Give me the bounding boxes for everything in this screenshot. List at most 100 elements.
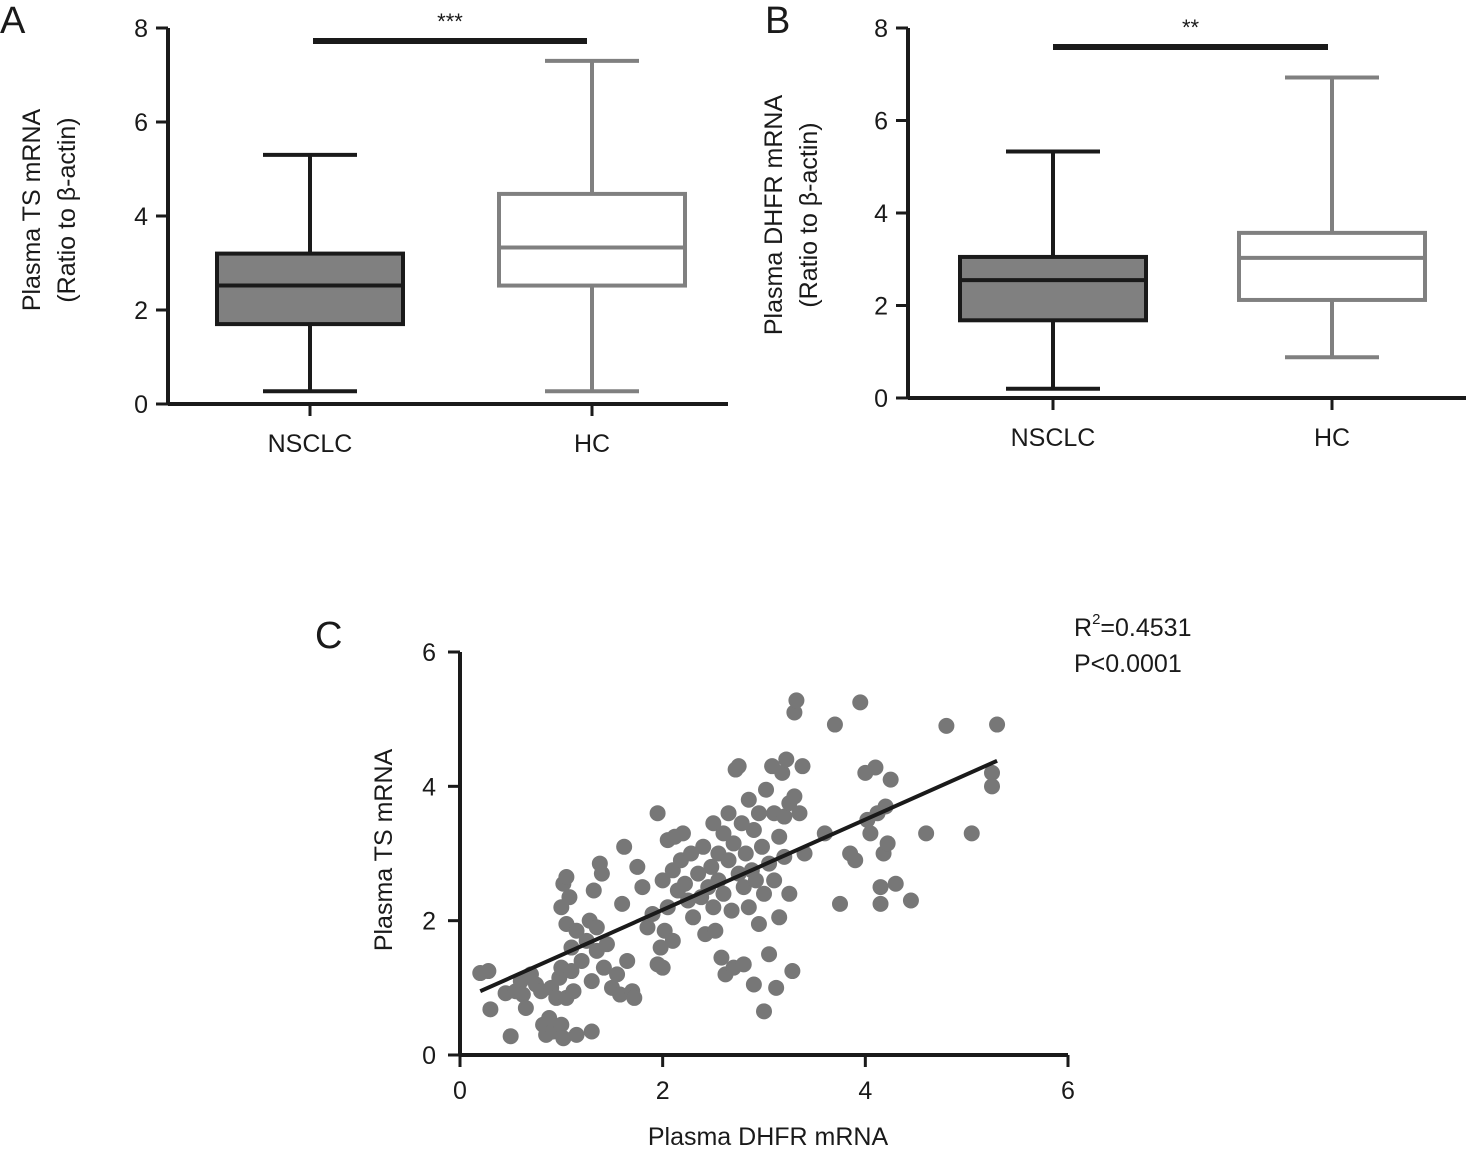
panel-b-plot-area: 0 2 4 6 8 NSCLC HC ** [874, 15, 1466, 452]
scatter-point [705, 815, 722, 832]
scatter-point [918, 825, 935, 842]
scatter-point [674, 825, 691, 842]
y-tick-label: 4 [134, 203, 148, 231]
r2-superscript: 2 [1092, 611, 1100, 628]
scatter-point [629, 858, 646, 875]
scatter-point [609, 966, 626, 983]
x-tick-label: HC [574, 430, 610, 458]
x-tick-label: 4 [858, 1077, 872, 1105]
scatter-point [740, 899, 757, 916]
scatter-point [541, 1010, 558, 1027]
y-tick-label: 0 [134, 391, 148, 419]
scatter-point [730, 758, 747, 775]
scatter-point [482, 1001, 499, 1018]
y-tick-label: 8 [874, 15, 888, 43]
panel-b-ylabel-secondary: (Ratio to β-actin) [795, 122, 823, 307]
scatter-point [784, 963, 801, 980]
scatter-point [720, 805, 737, 822]
scatter-point [683, 845, 700, 862]
scatter-point [776, 808, 793, 825]
scatter-point [771, 909, 788, 926]
scatter-point [756, 1003, 772, 1020]
scatter-point [872, 895, 889, 912]
scatter-point [984, 764, 1000, 781]
panel-c-plot-area: 0 2 4 6 0 2 4 6 [422, 639, 1075, 1105]
scatter-point [750, 916, 767, 933]
scatter-point [832, 895, 848, 912]
scatter-point [555, 1030, 572, 1047]
scatter-point [723, 902, 740, 919]
significance-stars: ** [1182, 15, 1200, 40]
scatter-point [654, 959, 671, 976]
y-tick-label: 6 [134, 109, 148, 137]
r2-value: =0.4531 [1100, 614, 1191, 642]
panel-a-ylabel: Plasma TS mRNA [18, 108, 46, 311]
scatter-point [826, 716, 843, 733]
scatter-point [568, 922, 585, 939]
scatter-point [745, 976, 762, 993]
scatter-point [786, 704, 803, 721]
scatter-point [715, 885, 732, 902]
scatter-point [565, 983, 582, 1000]
scatter-point [649, 805, 666, 822]
scatter-point [612, 986, 629, 1003]
x-tick-label: 6 [1061, 1077, 1075, 1105]
scatter-point [989, 716, 1006, 733]
y-tick-label: 2 [134, 297, 148, 325]
scatter-point [720, 852, 737, 869]
scatter-point [583, 973, 600, 990]
y-tick-label: 4 [422, 773, 436, 801]
scatter-point [847, 852, 864, 869]
scatter-point [705, 899, 722, 916]
y-tick-label: 0 [874, 385, 888, 413]
scatter-point [598, 936, 615, 953]
scatter-point [735, 879, 752, 896]
scatter-point [771, 828, 788, 845]
box-hc [497, 191, 687, 288]
panel-b-letter: B [765, 0, 790, 42]
scatter-point [872, 879, 889, 896]
scatter-point [585, 882, 602, 899]
scatter-point [480, 963, 497, 980]
scatter-point [652, 939, 669, 956]
scatter-point [502, 1028, 519, 1045]
scatter-point [514, 986, 531, 1003]
scatter-point [753, 838, 770, 855]
scatter-point [695, 838, 712, 855]
scatter-point [768, 979, 785, 996]
x-tick-label: 0 [453, 1077, 467, 1105]
scatter-point [781, 885, 798, 902]
scatter-point [740, 791, 757, 808]
panel-c-scatter: C Plasma TS mRNA Plasma DHFR mRNA R2=0.4… [315, 611, 1191, 1151]
panel-c-xlabel: Plasma DHFR mRNA [648, 1123, 889, 1151]
scatter-point [879, 835, 896, 852]
panel-c-p-annotation: P<0.0001 [1074, 650, 1182, 678]
scatter-point [867, 759, 884, 776]
scatter-point [882, 771, 899, 788]
scatter-point [733, 815, 750, 832]
scatter-point [887, 875, 904, 892]
scatter-point [558, 869, 575, 886]
scatter-point [747, 872, 764, 889]
scatter-point [583, 1023, 600, 1040]
box-nsclc [215, 251, 405, 327]
y-tick-label: 6 [874, 108, 888, 136]
scatter-point [715, 825, 732, 842]
y-tick-label: 2 [874, 293, 888, 321]
scatter-point [626, 989, 643, 1006]
scatter-point [690, 865, 707, 882]
panel-a-ylabel-secondary: (Ratio to β-actin) [53, 117, 81, 302]
scatter-point [766, 872, 783, 889]
scatter-point [761, 946, 778, 963]
scatter-point [561, 889, 578, 906]
scatter-point [938, 717, 955, 734]
scatter-point [756, 885, 772, 902]
scatter-point [786, 788, 803, 805]
panel-c-letter: C [315, 615, 342, 657]
panel-a-letter: A [0, 0, 26, 42]
scatter-point [553, 1016, 570, 1033]
box-nsclc [958, 254, 1148, 323]
scatter-point [614, 895, 631, 912]
scatter-point [634, 879, 651, 896]
scatter-point [725, 835, 742, 852]
